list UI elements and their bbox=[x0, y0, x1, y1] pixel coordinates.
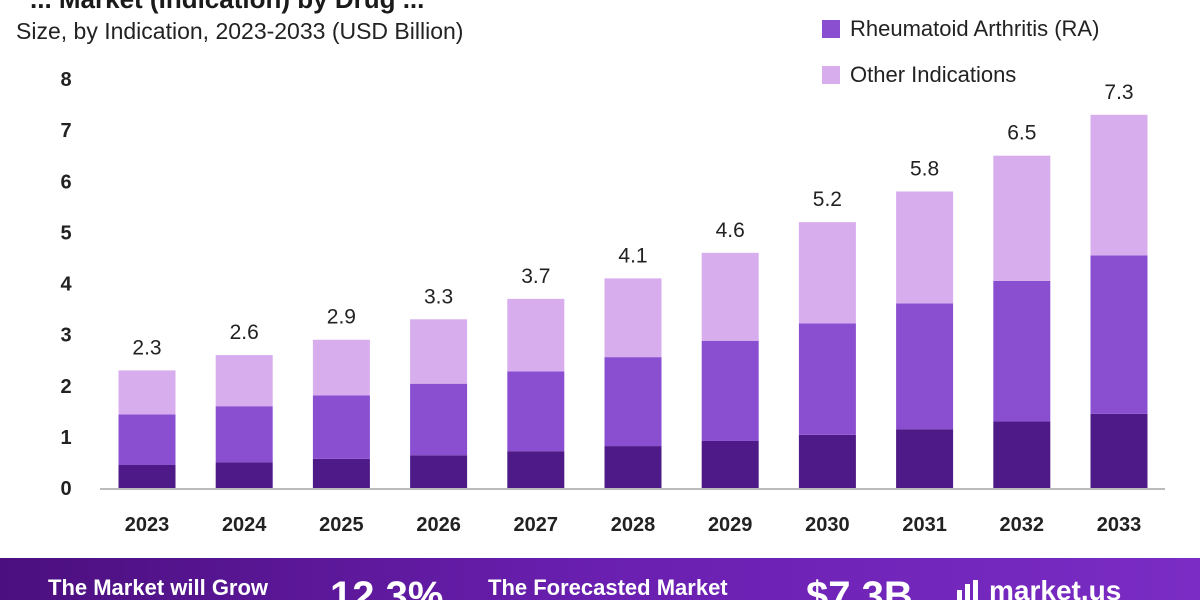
bar-segment bbox=[701, 340, 759, 441]
x-tick-label: 2024 bbox=[222, 514, 267, 536]
bar-segment bbox=[118, 414, 176, 465]
bar-segment bbox=[1090, 413, 1148, 488]
bar-segment bbox=[798, 434, 856, 488]
x-tick-label: 2028 bbox=[611, 514, 656, 536]
bar-segment bbox=[507, 451, 565, 488]
y-tick-label: 0 bbox=[60, 478, 71, 500]
bar-segment bbox=[507, 298, 565, 372]
bar-segment bbox=[798, 222, 856, 324]
y-tick-label: 2 bbox=[60, 376, 71, 398]
bar-segment bbox=[896, 429, 954, 488]
bar-segment bbox=[604, 446, 662, 488]
bar-segment bbox=[604, 278, 662, 358]
brand-logo: market.us bbox=[955, 575, 1121, 600]
bar-total-label: 4.6 bbox=[716, 219, 745, 242]
bar-total-label: 3.7 bbox=[521, 265, 550, 288]
bar-segment bbox=[993, 421, 1051, 488]
legend-label-other: Other Indications bbox=[850, 62, 1017, 87]
bar-segment bbox=[896, 191, 954, 304]
x-tick-label: 2033 bbox=[1097, 514, 1142, 536]
bar-segment bbox=[312, 458, 370, 488]
bar-segment bbox=[701, 252, 759, 341]
y-tick-label: 8 bbox=[60, 69, 71, 91]
bar-segment bbox=[798, 323, 856, 435]
bar-segment bbox=[1090, 114, 1148, 256]
bar-segment bbox=[410, 455, 468, 488]
summary-banner: The Market will Grow 12.3% The Forecaste… bbox=[0, 558, 1200, 600]
stacked-bar-chart: 0 1 2 3 4 5 6 7 8 2.3 2023 2.6 2024 2.9 2025 3.3 2026 3.7… bbox=[60, 69, 1165, 536]
x-tick-label: 2027 bbox=[514, 514, 559, 536]
bar-total-label: 2.6 bbox=[230, 321, 259, 344]
banner-cagr-value: 12.3% bbox=[330, 574, 444, 600]
x-tick-label: 2031 bbox=[902, 514, 947, 536]
bar-segment bbox=[118, 464, 176, 488]
legend-swatch-ra bbox=[822, 20, 840, 38]
bar-segment bbox=[215, 355, 273, 407]
bar-total-label: 5.8 bbox=[910, 157, 939, 180]
bar-segment bbox=[215, 462, 273, 488]
bar-segment bbox=[312, 395, 370, 459]
y-tick-label: 3 bbox=[60, 325, 71, 347]
bar-segment bbox=[410, 319, 468, 384]
brand-logo-text: market.us bbox=[989, 575, 1122, 600]
y-tick-label: 1 bbox=[60, 427, 71, 449]
bar-segment bbox=[993, 155, 1051, 281]
bar-segment bbox=[215, 406, 273, 463]
y-tick-label: 7 bbox=[60, 120, 71, 142]
legend-item-other: Other Indications bbox=[822, 60, 1016, 90]
bar-segment bbox=[701, 440, 759, 488]
bar-segment bbox=[1090, 255, 1148, 414]
bar-total-label: 2.3 bbox=[132, 336, 161, 359]
bar-total-label: 7.3 bbox=[1104, 81, 1133, 104]
bar-segment bbox=[896, 303, 954, 430]
x-tick-label: 2025 bbox=[319, 514, 364, 536]
x-tick-label: 2030 bbox=[805, 514, 850, 536]
bar-segment bbox=[507, 371, 565, 452]
bar-segment bbox=[312, 339, 370, 396]
y-tick-label: 6 bbox=[60, 171, 71, 193]
chart-subtitle: Size, by Indication, 2023-2033 (USD Bill… bbox=[16, 18, 464, 44]
bar-segment bbox=[993, 280, 1051, 422]
bar-segment bbox=[604, 357, 662, 447]
bar-total-label: 3.3 bbox=[424, 285, 453, 308]
x-tick-label: 2023 bbox=[125, 514, 170, 536]
bar-segment bbox=[118, 370, 176, 415]
legend-item-ra: Rheumatoid Arthritis (RA) bbox=[822, 14, 1099, 44]
x-tick-label: 2029 bbox=[708, 514, 753, 536]
bar-total-label: 2.9 bbox=[327, 306, 356, 329]
x-tick-label: 2026 bbox=[416, 514, 461, 536]
y-tick-label: 5 bbox=[60, 222, 71, 244]
banner-grow-text: The Market will Grow bbox=[48, 575, 269, 600]
legend-swatch-other bbox=[822, 66, 840, 84]
legend-label-ra: Rheumatoid Arthritis (RA) bbox=[850, 16, 1100, 41]
bar-total-label: 4.1 bbox=[618, 244, 647, 267]
banner-forecast-value: $7.3B bbox=[806, 574, 913, 600]
bar-chart-icon bbox=[957, 580, 978, 600]
bar-total-label: 5.2 bbox=[813, 188, 842, 211]
y-tick-label: 4 bbox=[60, 274, 72, 296]
bar-segment bbox=[410, 383, 468, 456]
x-tick-label: 2032 bbox=[1000, 514, 1045, 536]
page-title: ... Market (Indication) by Drug ... bbox=[30, 0, 424, 15]
banner-forecast-text: The Forecasted Market bbox=[488, 575, 728, 600]
bar-total-label: 6.5 bbox=[1007, 122, 1036, 145]
